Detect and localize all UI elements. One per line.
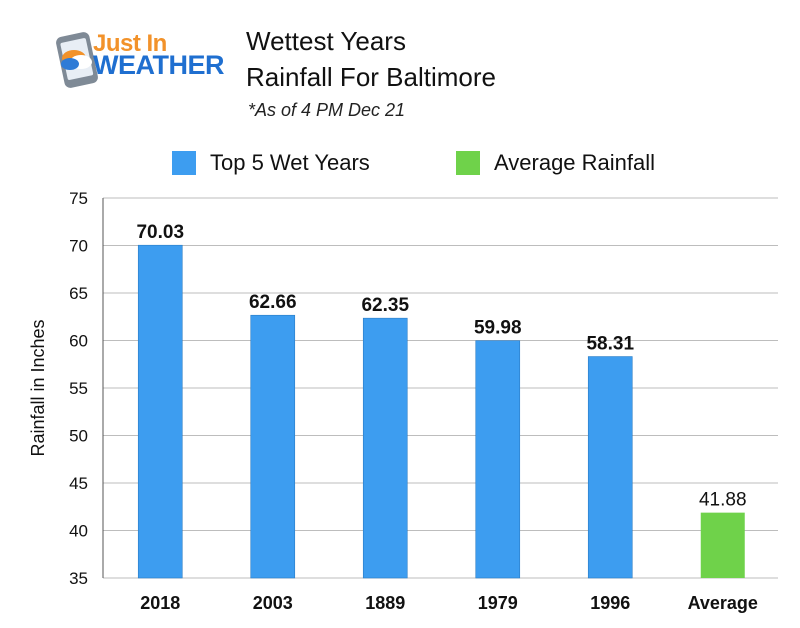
y-tick-label: 75 [69, 189, 88, 208]
legend-item-top5: Top 5 Wet Years [172, 150, 370, 176]
bar-1996 [587, 356, 633, 579]
bar-1979 [475, 340, 521, 579]
data-label-1996: 58.31 [586, 334, 634, 355]
data-label-2003: 62.66 [249, 292, 297, 313]
bar-average [700, 512, 745, 578]
logo-text-weather: WEATHER [93, 50, 225, 80]
data-label-average: 41.88 [699, 490, 747, 511]
legend-swatch-top5 [172, 151, 196, 175]
data-label-2018: 70.03 [136, 222, 184, 243]
y-tick-label: 65 [69, 284, 88, 303]
y-tick-label: 50 [69, 427, 88, 446]
legend-label-top5: Top 5 Wet Years [210, 150, 370, 175]
y-tick-label: 70 [69, 237, 88, 256]
x-tick-label: 2003 [253, 593, 293, 613]
data-label-1889: 62.35 [361, 295, 409, 316]
chart-subtitle: *As of 4 PM Dec 21 [248, 100, 406, 120]
chart-title-line-1: Wettest Years [246, 26, 406, 56]
legend-label-average: Average Rainfall [494, 150, 656, 175]
y-tick-label: 55 [69, 379, 88, 398]
bar-1889 [362, 317, 408, 579]
x-tick-label: 2018 [140, 593, 180, 613]
just-in-weather-logo [52, 24, 232, 94]
y-tick-label: 45 [69, 474, 88, 493]
chart-title-line-2: Rainfall For Baltimore [246, 62, 496, 92]
x-tick-label: 1979 [478, 593, 518, 613]
y-tick-label: 40 [69, 522, 88, 541]
y-tick-label: 35 [69, 569, 88, 588]
bar-2018 [137, 244, 183, 579]
y-tick-label: 60 [69, 332, 88, 351]
x-tick-label: 1996 [590, 593, 630, 613]
y-axis-title: Rainfall in Inches [28, 319, 48, 456]
phone-cloud-icon [56, 32, 98, 88]
legend-swatch-average [456, 151, 480, 175]
bar-2003 [250, 314, 296, 579]
x-tick-label: 1889 [365, 593, 405, 613]
data-label-1979: 59.98 [474, 318, 522, 339]
legend-item-average: Average Rainfall [456, 150, 655, 176]
logo-text-just-in: Just In [93, 30, 167, 57]
x-tick-label: Average [688, 593, 758, 613]
